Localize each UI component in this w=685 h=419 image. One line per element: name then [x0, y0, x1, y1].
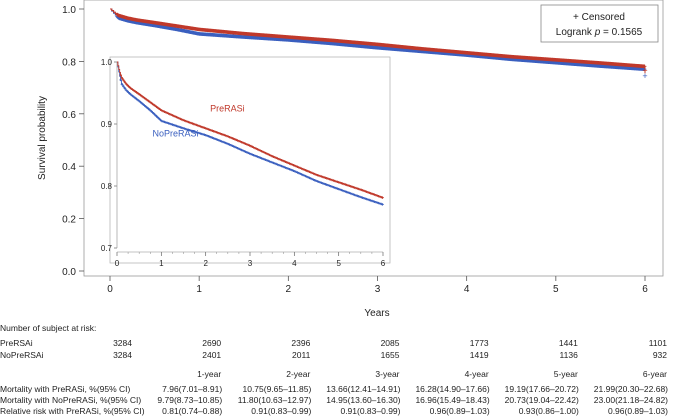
- inset-label-prerasi: PreRASi: [210, 104, 245, 114]
- stat-cell: 13.66(12.41–14.91): [326, 384, 401, 394]
- inset-x-tick-label: 3: [248, 259, 253, 268]
- censor-end-mark: +: [642, 71, 647, 81]
- stat-cell: 14.95(13.60–16.30): [326, 395, 401, 405]
- at-risk-cell: 3284: [113, 338, 132, 348]
- stat-row-label: Mortality with NoPreRASi, %(95% CI): [0, 395, 142, 405]
- stat-cell: 10.75(9.65–11.85): [242, 384, 312, 394]
- y-axis-label: Survival probability: [37, 96, 48, 180]
- year-header: 3-year: [375, 369, 400, 379]
- at-risk-cell: 1101: [648, 338, 667, 348]
- y-tick-label: 1.0: [62, 5, 76, 16]
- year-header: 1-year: [197, 369, 222, 379]
- inset-frame: [109, 56, 391, 264]
- stat-cell: 23.00(21.18–24.82): [593, 395, 668, 405]
- inset-y-tick-label: 0.9: [101, 120, 113, 129]
- y-tick-label: 0.8: [62, 57, 76, 68]
- survival-curve-prerasi: [110, 8, 646, 67]
- x-tick-label: 0: [107, 284, 113, 295]
- at-risk-cell: 2011: [292, 350, 311, 360]
- stat-cell: 0.93(0.86–1.00): [518, 406, 579, 416]
- at-risk-cell: 2396: [291, 338, 311, 348]
- year-header: 6-year: [642, 369, 667, 379]
- legend-box: [540, 4, 659, 43]
- inset-x-tick-label: 2: [203, 259, 208, 268]
- y-tick-label: 0.0: [62, 267, 76, 278]
- inset-x-tick-label: 5: [336, 259, 341, 268]
- inset-x-tick-label: 4: [292, 259, 297, 268]
- at-risk-cell: 2690: [202, 338, 222, 348]
- x-tick-label: 4: [464, 284, 470, 295]
- stat-cell: 20.73(19.04–22.42): [504, 395, 579, 405]
- at-risk-row-label: NoPreRSAi: [0, 350, 44, 360]
- at-risk-cell: 1136: [559, 350, 578, 360]
- y-tick-label: 0.2: [62, 215, 76, 226]
- stat-cell: 0.91(0.83–0.99): [340, 406, 401, 416]
- stat-row-label: Relative risk with PreRASi, %(95% CI): [0, 406, 145, 416]
- y-tick-label: 0.4: [62, 162, 76, 173]
- stat-cell: 16.28(14.90–17.66): [415, 384, 490, 394]
- stat-cell: 11.80(10.63–12.97): [237, 395, 312, 405]
- survival-curve-noprerasi: [110, 8, 646, 70]
- at-risk-cell: 1419: [469, 350, 489, 360]
- stat-cell: 9.79(8.73–10.85): [157, 395, 223, 405]
- inset-curve-noprerasi: [117, 61, 384, 205]
- inset-x-tick-label: 6: [381, 259, 386, 268]
- x-tick-label: 6: [642, 284, 648, 295]
- stat-cell: 0.96(0.89–1.03): [429, 406, 490, 416]
- inset-y-tick-label: 1.0: [101, 58, 113, 67]
- inset-y-tick-label: 0.7: [101, 244, 113, 253]
- inset-curve-prerasi: [117, 61, 384, 198]
- y-tick-label: 0.6: [62, 110, 76, 121]
- x-tick-label: 2: [286, 284, 292, 295]
- at-risk-cell: 2401: [202, 350, 222, 360]
- inset-label-noprerasi: NoPreRASi: [152, 128, 198, 138]
- inset-y-tick-label: 0.8: [101, 182, 113, 191]
- x-tick-label: 3: [375, 284, 381, 295]
- censor-end-mark: +: [642, 66, 647, 76]
- stat-cell: 0.91(0.83–0.99): [251, 406, 312, 416]
- stat-cell: 19.19(17.66–20.72): [504, 384, 579, 394]
- at-risk-cell: 1773: [469, 338, 489, 348]
- at-risk-cell: 1655: [380, 350, 400, 360]
- inset-x-tick-label: 1: [159, 259, 164, 268]
- stat-row-label: Mortality with PreRASi, %(95% CI): [0, 384, 131, 394]
- x-axis-label: Years: [364, 308, 389, 319]
- at-risk-cell: 1441: [558, 338, 578, 348]
- x-tick-label: 1: [196, 284, 202, 295]
- at-risk-cell: 3284: [113, 350, 132, 360]
- at-risk-cell: 932: [652, 350, 667, 360]
- stat-cell: 16.96(15.49–18.43): [415, 395, 490, 405]
- legend-logrank-text: Logrank p = 0.1565: [556, 27, 643, 38]
- stat-cell: 0.81(0.74–0.88): [162, 406, 223, 416]
- at-risk-row-label: PreRSAi: [0, 338, 33, 348]
- x-tick-label: 5: [553, 284, 559, 295]
- stat-cell: 0.96(0.89–1.03): [607, 406, 668, 416]
- inset-x-tick-label: 0: [115, 259, 120, 268]
- at-risk-title: Number of subject at risk:: [0, 323, 97, 333]
- legend-censored-text: + Censored: [573, 12, 625, 23]
- at-risk-cell: 2085: [380, 338, 400, 348]
- year-header: 2-year: [286, 369, 311, 379]
- year-header: 4-year: [464, 369, 489, 379]
- year-header: 5-year: [553, 369, 578, 379]
- inset-plot: 0.7 0.8 0.9 1.0 0 1 2 3 4 5 6 PreRASi NoPreRASi: [101, 56, 391, 268]
- stat-cell: 21.99(20.30–22.68): [593, 384, 668, 394]
- stat-cell: 7.96(7.01–8.91): [162, 384, 223, 394]
